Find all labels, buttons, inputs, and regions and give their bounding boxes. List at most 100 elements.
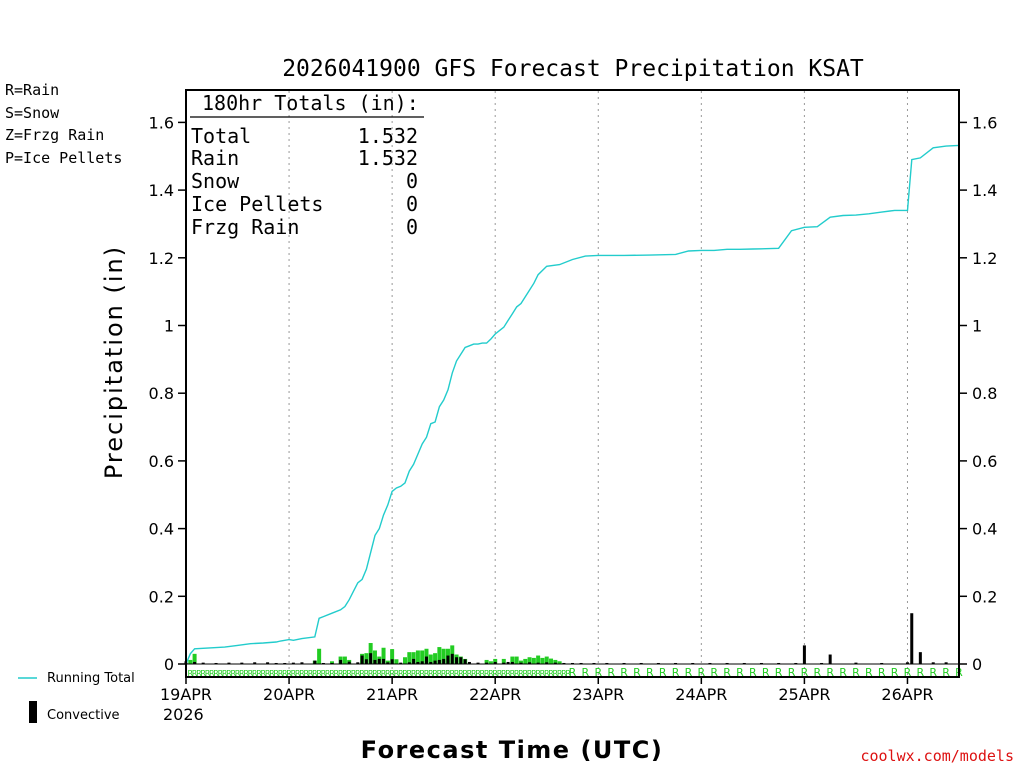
convective-bar [931, 662, 935, 664]
x-axis-label: Forecast Time (UTC) [361, 736, 664, 764]
precip-type-marker: R [865, 666, 873, 679]
precip-type-marker: R [801, 666, 809, 679]
precip-type-marker: R [646, 666, 654, 679]
rain-bar [553, 659, 558, 664]
precip-type-marker: R [222, 669, 228, 678]
precip-type-marker: R [411, 669, 417, 678]
precip-type-marker: R [441, 669, 447, 678]
precip-type-marker: R [432, 669, 438, 678]
precip-type-marker: R [445, 669, 451, 678]
precip-type-marker: R [917, 666, 925, 679]
precip-type-marker: R [248, 669, 254, 678]
precip-type-marker: R [192, 669, 198, 678]
x-year-label: 2026 [163, 705, 204, 724]
precip-type-marker: R [385, 669, 391, 678]
convective-bar [446, 655, 450, 664]
precip-type-marker: R [775, 666, 783, 679]
precip-type-marker: R [209, 669, 215, 678]
totals-value-frzg-rain: 0 [406, 215, 418, 239]
rain-bar [544, 656, 549, 664]
convective-bar [420, 661, 424, 664]
rain-bar [372, 650, 377, 664]
precip-type-marker: R [394, 669, 400, 678]
precip-type-marker: R [659, 666, 667, 679]
convective-bar [918, 652, 922, 664]
precip-type-marker: R [522, 669, 528, 678]
rain-bar [411, 652, 416, 664]
y-tick-label-left: 0.2 [149, 587, 174, 606]
precip-type-marker: R [419, 669, 425, 678]
precip-type-marker: R [415, 669, 421, 678]
precip-type-marker: R [261, 669, 267, 678]
convective-bar [725, 662, 729, 664]
precip-type-marker: R [607, 666, 615, 679]
convective-bar [545, 662, 549, 664]
rain-bar [188, 659, 193, 664]
precip-type-marker: R [565, 669, 571, 678]
rain-bar [488, 661, 493, 664]
precip-type-marker: R [839, 666, 847, 679]
precip-type-marker: R [299, 669, 305, 678]
precip-type-marker: R [497, 669, 503, 678]
x-tick-label: 23APR [572, 685, 624, 704]
precip-type-marker: R [334, 669, 340, 678]
precip-type-marker: R [252, 669, 258, 678]
x-tick-label: 21APR [366, 685, 418, 704]
rain-bar [330, 661, 335, 664]
convective-bars [184, 613, 948, 664]
precip-type-marker: R [531, 669, 537, 678]
rain-bar [381, 647, 386, 664]
y-tick-label-left: 1.4 [149, 181, 174, 200]
rain-bar [441, 648, 446, 664]
convective-bar [382, 658, 386, 664]
convective-bar [330, 662, 334, 664]
running-total-line [185, 144, 960, 665]
convective-bar [605, 662, 609, 664]
precip-type-marker: R [213, 669, 219, 678]
totals-value-total: 1.532 [358, 124, 418, 148]
convective-bar [485, 662, 489, 664]
convective-bar [386, 662, 390, 664]
precip-type-marker: R [359, 669, 365, 678]
precip-type-marker: R [594, 666, 602, 679]
convective-bar [347, 661, 351, 664]
precip-type-marker: R [471, 669, 477, 678]
rain-bar [394, 659, 399, 664]
precip-type-marker: R [535, 669, 541, 678]
rain-bar [527, 657, 532, 664]
y-tick-label-left: 0 [164, 655, 174, 674]
legend-rain: R=Rain [5, 81, 59, 99]
precip-type-marker: R [449, 669, 455, 678]
precip-type-marker: R [929, 666, 937, 679]
totals-label-snow: Snow [191, 169, 240, 193]
rain-bar [390, 649, 395, 664]
precip-type-marker: R [389, 669, 395, 678]
rain-bar [510, 656, 515, 664]
precip-type-marker: R [205, 669, 211, 678]
precip-type-marker: R [462, 669, 468, 678]
precip-type-marker: R [364, 669, 370, 678]
convective-bar [399, 662, 403, 664]
y-axis-label: Precipitation (in) [100, 245, 128, 479]
convective-bar [828, 654, 832, 664]
precip-type-marker: R [510, 669, 516, 678]
convective-bar [283, 662, 287, 664]
convective-bar [253, 662, 257, 664]
totals-value-rain: 1.532 [358, 146, 418, 170]
precip-type-marker: R [291, 669, 297, 678]
precip-type-marker: R [351, 669, 357, 678]
rain-bar [364, 653, 369, 664]
rain-bar [424, 648, 429, 664]
precip-type-marker: R [736, 666, 744, 679]
totals-label-rain: Rain [191, 146, 239, 170]
precip-type-marker: R [295, 669, 301, 678]
y-tick-label-right: 0 [972, 655, 982, 674]
precip-type-markers: RRRRRRRRRRRRRRRRRRRRRRRRRRRRRRRRRRRRRRRR… [188, 666, 964, 679]
convective-bar [553, 662, 557, 664]
rain-bar [342, 656, 347, 664]
x-tick-label: 20APR [263, 685, 315, 704]
convective-bar [905, 662, 909, 664]
precip-type-marker: R [355, 669, 361, 678]
rain-bar [407, 652, 412, 664]
